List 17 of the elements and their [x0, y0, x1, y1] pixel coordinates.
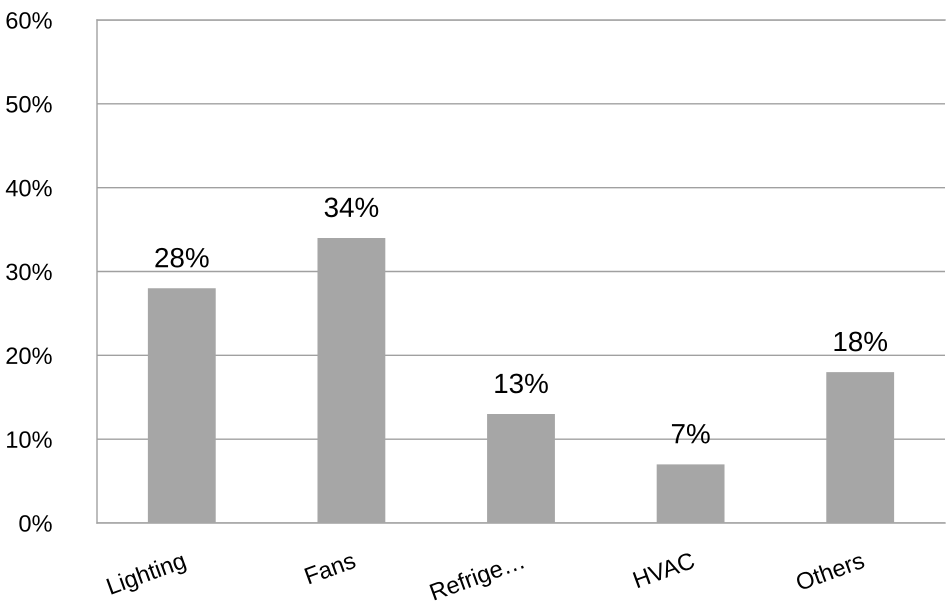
y-tick-label: 0%: [19, 515, 52, 532]
x-tick-label: Fans: [304, 552, 357, 584]
y-tick-label: 60%: [6, 12, 52, 29]
data-label: 18%: [834, 332, 888, 352]
y-tick-label: 50%: [6, 96, 52, 113]
x-tick-label: Refrige…: [429, 552, 526, 605]
y-tick-label: 30%: [6, 264, 52, 280]
data-label: 28%: [155, 248, 209, 268]
x-tick-label: HVAC: [632, 552, 696, 588]
y-tick-label: 10%: [7, 431, 52, 448]
data-label: 13%: [495, 374, 548, 394]
x-tick-label: Others: [794, 551, 866, 591]
y-tick-label: 40%: [6, 180, 52, 196]
y-tick-label: 20%: [6, 347, 52, 364]
data-label: 34%: [324, 198, 378, 218]
data-label: 7%: [672, 424, 710, 444]
x-tick-label: Lighting: [106, 551, 188, 600]
